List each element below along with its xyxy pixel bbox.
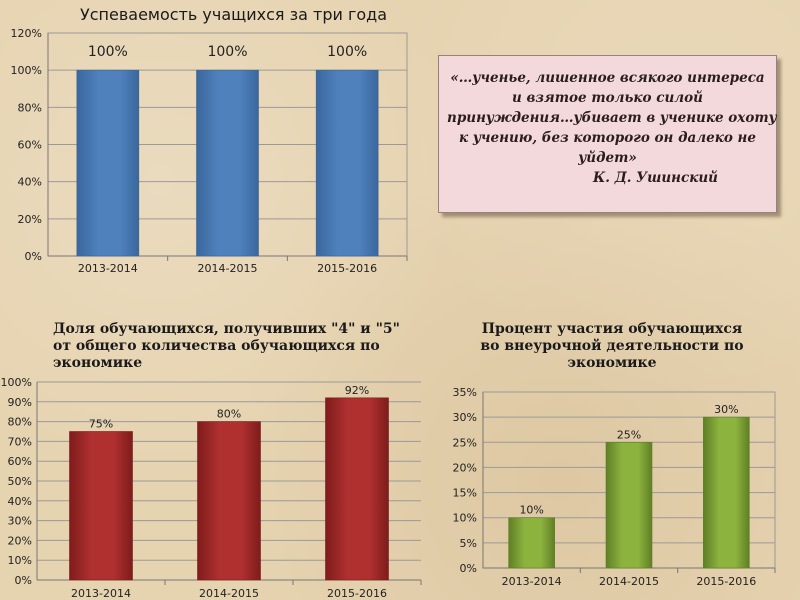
chart-grades-share: Доля обучающихся, получивших "4" и "5"от… [1,321,422,600]
bar [703,416,750,569]
chart-title: от общего количества обучающихся по [53,338,380,354]
y-tick-label: 0% [460,562,477,575]
y-tick-label: 15% [453,487,477,500]
y-tick-label: 10% [8,554,32,567]
chart-title: Успеваемость учащихся за три года [80,5,387,24]
data-label: 25% [617,428,641,441]
bar [76,69,140,257]
chart-title: экономике [567,355,656,371]
data-label: 100% [88,44,128,60]
y-tick-label: 90% [8,396,32,409]
bar [196,69,259,257]
quote-line: и взятое только силой [512,90,703,106]
x-tick-label: 2014-2015 [199,587,259,600]
y-tick-label: 35% [453,386,477,399]
data-label: 80% [217,408,241,421]
bar [325,397,389,581]
y-tick-label: 25% [453,436,477,449]
bar [69,431,133,581]
y-tick-label: 20% [18,213,42,226]
chart-title: экономике [53,355,142,371]
x-tick-label: 2013-2014 [502,575,562,588]
y-tick-label: 60% [18,139,42,152]
data-label: 92% [345,384,369,397]
quote-line: принуждения…убивает в ученике охоту [447,110,777,126]
data-label: 100% [207,44,247,60]
y-tick-label: 20% [453,461,477,474]
x-tick-label: 2013-2014 [71,587,131,600]
x-tick-label: 2014-2015 [198,262,258,275]
x-tick-label: 2013-2014 [78,262,138,275]
x-tick-label: 2015-2016 [327,587,387,600]
y-tick-label: 100% [1,376,32,389]
quote-line: «…ученье, лишенное всякого интереса [450,70,765,86]
y-tick-label: 60% [8,455,32,468]
y-tick-label: 40% [18,176,42,189]
chart-title: Доля обучающихся, получивших "4" и "5" [53,321,400,337]
quote-line: уйдет» [578,150,637,166]
data-label: 30% [714,403,738,416]
data-label: 100% [327,44,367,60]
y-tick-label: 80% [8,416,32,429]
quote-box: «…ученье, лишенное всякого интереса и вз… [438,55,777,213]
y-tick-label: 40% [8,495,32,508]
chart-academic-performance: Успеваемость учащихся за три года 0% 20% 40… [11,5,408,275]
y-tick-label: 20% [8,534,32,547]
y-tick-label: 0% [15,574,32,587]
y-tick-label: 80% [18,101,42,114]
quote-line: к учению, без которого он далеко не [459,130,756,146]
y-tick-label: 50% [8,475,32,488]
y-tick-label: 100% [11,64,42,77]
bar [315,69,379,257]
y-tick-label: 0% [25,250,42,263]
y-tick-label: 30% [453,411,477,424]
chart-title: Процент участия обучающихся [482,321,743,337]
data-label: 75% [89,418,113,431]
quote-author: К. Д. Ушинский [593,170,718,186]
x-tick-label: 2014-2015 [599,575,659,588]
data-label: 10% [519,504,543,517]
y-tick-label: 30% [8,515,32,528]
y-tick-label: 120% [11,27,42,40]
bar [605,441,653,569]
bar [197,421,261,581]
y-tick-label: 5% [460,537,477,550]
x-tick-label: 2015-2016 [317,262,377,275]
chart-title: во внеурочной деятельности по [480,337,743,354]
bar [508,517,555,569]
x-tick-label: 2015-2016 [696,575,756,588]
y-tick-label: 70% [8,435,32,448]
y-tick-label: 10% [453,512,477,525]
